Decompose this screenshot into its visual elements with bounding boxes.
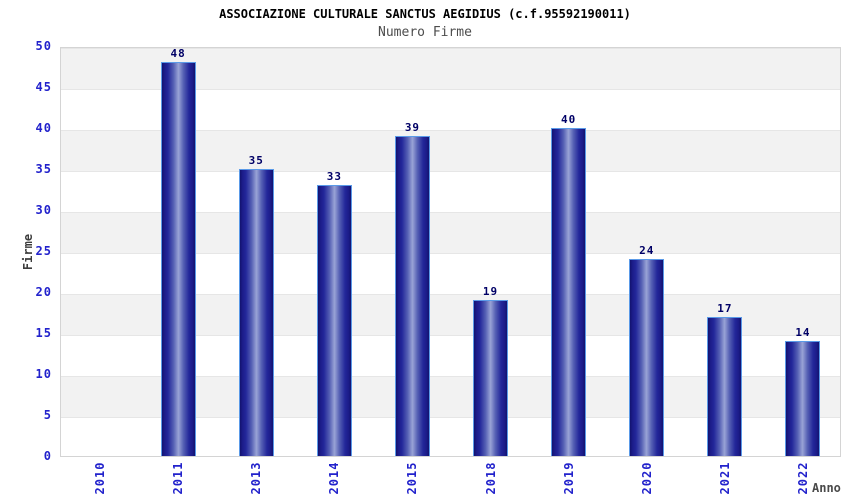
y-tick-label: 5 <box>43 408 52 422</box>
x-tick-label: 2010 <box>93 461 108 495</box>
y-tick-label: 45 <box>35 80 52 94</box>
bar-value-label: 19 <box>482 285 499 299</box>
x-tick-label: 2013 <box>249 461 264 495</box>
y-tick-label: 35 <box>35 162 52 176</box>
x-tick-label: 2019 <box>561 461 576 495</box>
bar <box>160 62 196 456</box>
bar-value-label: 33 <box>326 170 342 184</box>
x-tick-label: 2022 <box>795 461 810 495</box>
bar <box>629 259 665 456</box>
plot-area: 48 35 33 39 19 40 24 17 14 <box>60 47 841 457</box>
y-tick-label: 40 <box>35 121 52 135</box>
bar-value-label: 48 <box>170 47 186 61</box>
x-tick-label: 2014 <box>327 461 342 495</box>
y-tick-label: 15 <box>35 326 52 340</box>
x-tick-label: 2011 <box>171 461 186 495</box>
y-tick-label: 30 <box>35 203 52 217</box>
x-tick-label: 2015 <box>405 461 420 495</box>
x-axis-title: Anno <box>812 481 841 495</box>
x-tick-label: 2018 <box>483 461 498 495</box>
bar <box>316 185 352 456</box>
bar <box>394 136 430 456</box>
bar-value-label: 14 <box>795 326 811 340</box>
y-tick-label: 50 <box>35 39 52 53</box>
bar <box>238 169 274 456</box>
y-tick-label: 0 <box>43 449 52 463</box>
bar-value-label: 40 <box>561 113 577 126</box>
bar <box>473 300 509 456</box>
y-tick-label: 20 <box>35 285 52 299</box>
x-tick-label: 2021 <box>717 461 732 495</box>
y-tick-label: 10 <box>35 367 52 381</box>
bar-value-label: 17 <box>717 301 733 315</box>
bar-value-label: 35 <box>248 154 264 167</box>
x-tick-label: 2020 <box>639 461 654 495</box>
chart-subtitle: Numero Firme <box>378 25 472 40</box>
bar-value-label: 39 <box>404 121 421 135</box>
bar <box>551 128 587 456</box>
chart-title: ASSOCIAZIONE CULTURALE SANCTUS AEGIDIUS … <box>219 7 631 21</box>
bar <box>707 317 743 456</box>
bar <box>785 341 821 456</box>
y-tick-label: 25 <box>35 244 52 258</box>
bar-value-label: 24 <box>639 244 655 258</box>
